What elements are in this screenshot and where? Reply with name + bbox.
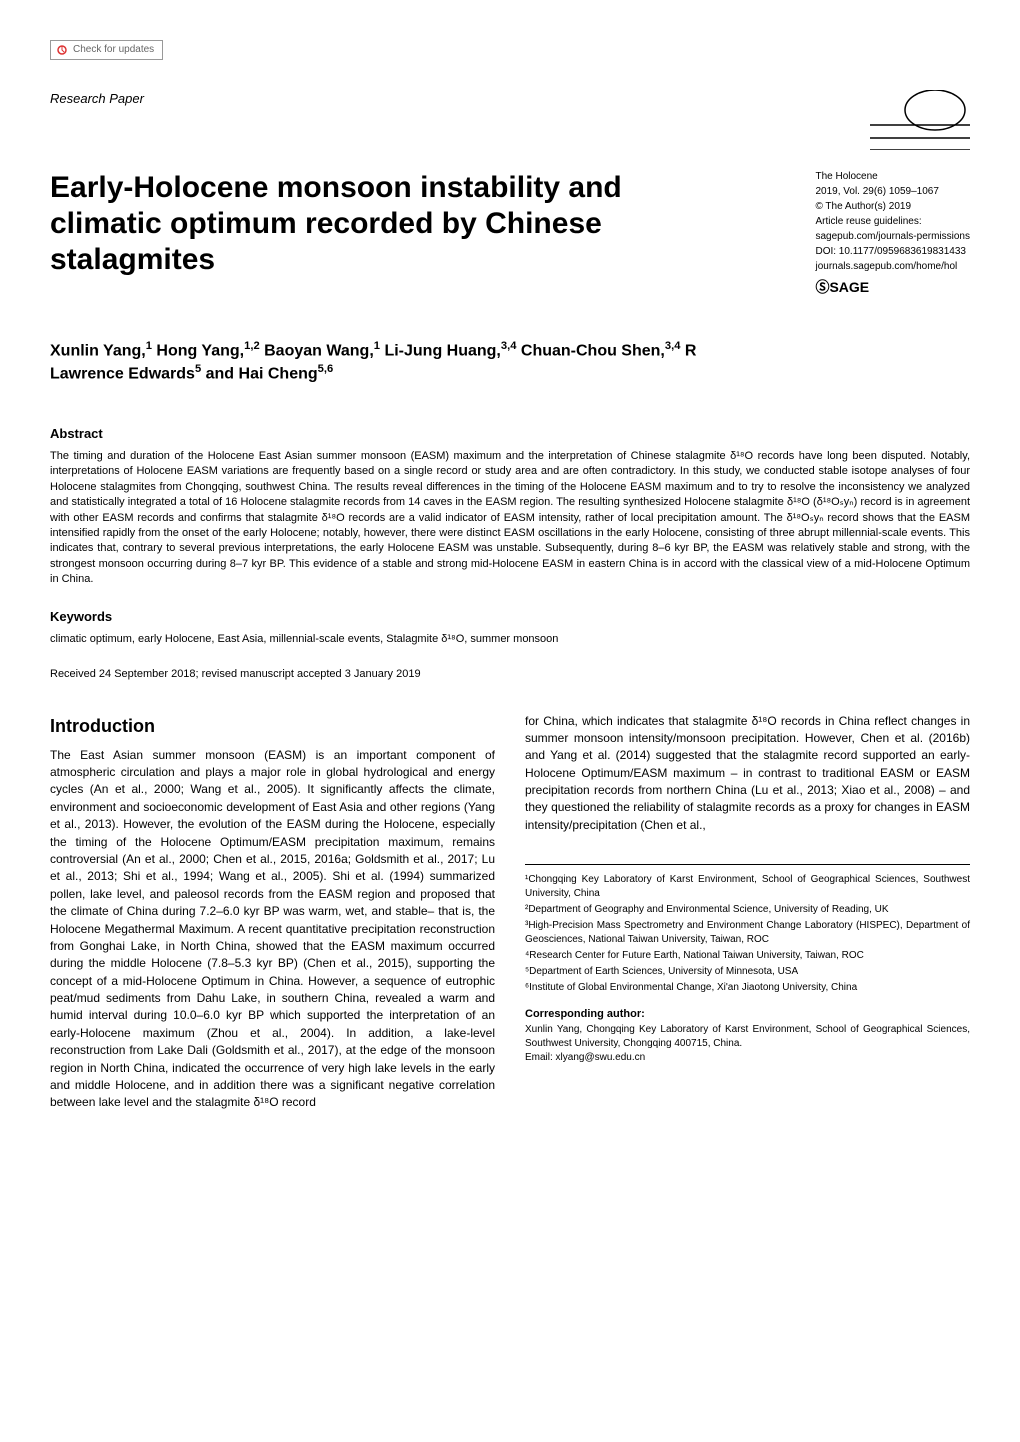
introduction-text-col1: The East Asian summer monsoon (EASM) is … (50, 747, 495, 1112)
affiliation: ¹Chongqing Key Laboratory of Karst Envir… (525, 873, 970, 901)
introduction-text-col2: for China, which indicates that stalagmi… (525, 713, 970, 835)
reuse-link[interactable]: sagepub.com/journals-permissions (815, 230, 970, 244)
keywords-text: climatic optimum, early Holocene, East A… (50, 632, 970, 647)
corresponding-heading: Corresponding author: (525, 1007, 970, 1022)
header-row: Research Paper (50, 90, 970, 150)
journal-link[interactable]: journals.sagepub.com/home/hol (815, 260, 970, 274)
check-updates-icon (55, 43, 69, 57)
corresponding-author: Corresponding author: Xunlin Yang, Chong… (525, 1007, 970, 1064)
publisher-logo: ⓈSAGE (815, 278, 970, 298)
right-column: for China, which indicates that stalagmi… (525, 713, 970, 1112)
article-meta: The Holocene 2019, Vol. 29(6) 1059–1067 … (815, 170, 970, 299)
affiliation: ⁵Department of Earth Sciences, Universit… (525, 965, 970, 979)
introduction-heading: Introduction (50, 713, 495, 739)
title-row: Early-Holocene monsoon instability and c… (50, 170, 970, 299)
left-column: Introduction The East Asian summer monso… (50, 713, 495, 1112)
journal-logo (870, 90, 970, 150)
abstract-text: The timing and duration of the Holocene … (50, 449, 970, 588)
doi: DOI: 10.1177/0959683619831433 (815, 245, 970, 259)
copyright: © The Author(s) 2019 (815, 200, 970, 214)
corresponding-email: Email: xlyang@swu.edu.cn (525, 1051, 970, 1065)
keywords-heading: Keywords (50, 608, 970, 626)
reuse-label: Article reuse guidelines: (815, 215, 970, 229)
received-text: Received 24 September 2018; revised manu… (50, 667, 970, 682)
section-label: Research Paper (50, 90, 144, 108)
sage-icon: Ⓢ (815, 279, 829, 295)
journal-name: The Holocene (815, 170, 970, 184)
affiliations: ¹Chongqing Key Laboratory of Karst Envir… (525, 864, 970, 1064)
citation: 2019, Vol. 29(6) 1059–1067 (815, 185, 970, 199)
authors: Xunlin Yang,1 Hong Yang,1,2 Baoyan Wang,… (50, 339, 730, 385)
affiliation: ²Department of Geography and Environment… (525, 903, 970, 917)
affiliation: ⁶Institute of Global Environmental Chang… (525, 981, 970, 995)
check-updates-badge[interactable]: Check for updates (50, 40, 163, 60)
abstract-heading: Abstract (50, 425, 970, 443)
affiliation: ³High-Precision Mass Spectrometry and En… (525, 919, 970, 947)
publisher-name: SAGE (829, 279, 869, 295)
check-updates-label: Check for updates (73, 43, 154, 57)
affiliation: ⁴Research Center for Future Earth, Natio… (525, 949, 970, 963)
body-columns: Introduction The East Asian summer monso… (50, 713, 970, 1112)
article-title: Early-Holocene monsoon instability and c… (50, 170, 700, 278)
corresponding-text: Xunlin Yang, Chongqing Key Laboratory of… (525, 1023, 970, 1051)
